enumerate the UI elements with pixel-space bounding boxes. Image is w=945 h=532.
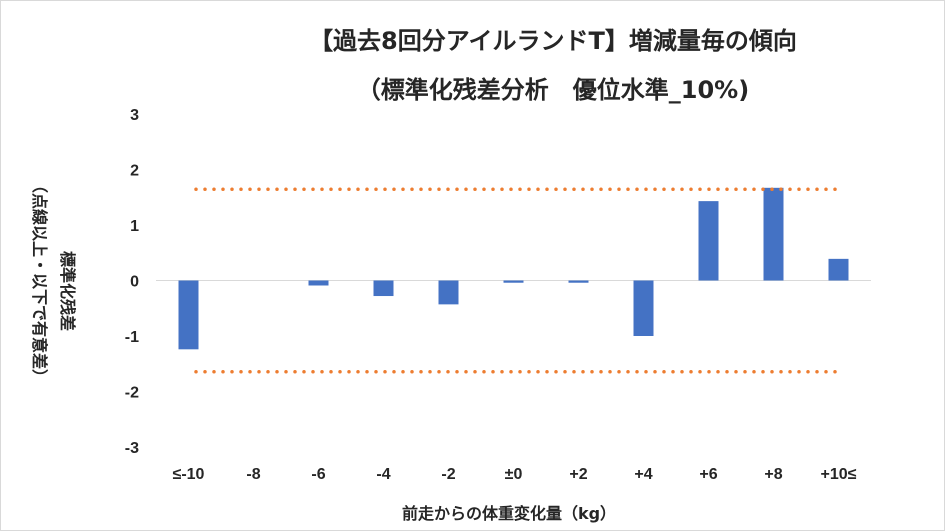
x-tick-label: -4 (376, 466, 390, 483)
bar-series (156, 187, 871, 350)
bar (633, 280, 654, 336)
x-tick-label: -6 (311, 466, 325, 483)
x-axis-title: 前走からの体重変化量（kg） (402, 504, 616, 523)
bar (698, 201, 719, 281)
x-tick-label: -2 (441, 466, 455, 483)
y-axis-subtitle: （点線以上・以下で有意差） (30, 177, 49, 385)
bar (503, 280, 524, 283)
x-tick-label: +10≤ (821, 466, 857, 483)
bar (373, 280, 394, 297)
x-tick-label: +6 (699, 466, 717, 483)
x-tick-labels: ≤-10 -8 -6 -4 -2 ±0 +2 +4 +6 +8 +10≤ (173, 466, 857, 483)
x-tick-label: +2 (569, 466, 587, 483)
y-tick-label: 0 (130, 274, 139, 291)
bar (438, 280, 459, 305)
x-tick-label: -8 (246, 466, 260, 483)
y-axis-title: 標準化残差 (58, 251, 77, 331)
bar (828, 258, 849, 281)
y-tick-label: -1 (125, 329, 139, 346)
y-tick-labels: -3 -2 -1 0 1 2 3 (125, 107, 139, 457)
threshold-lines (194, 187, 843, 374)
chart-title-line1: 【過去8回分アイルランドT】増減量毎の傾向 (309, 27, 797, 55)
y-tick-label: 3 (130, 107, 139, 124)
chart-title-line2: （標準化残差分析 優位水準_10%) (357, 76, 749, 104)
x-tick-label: ±0 (505, 466, 523, 483)
y-tick-label: 1 (130, 218, 139, 235)
y-tick-label: -3 (125, 440, 139, 457)
bar (308, 280, 329, 286)
bar (178, 280, 199, 350)
y-tick-label: -2 (125, 385, 139, 402)
x-tick-label: +4 (634, 466, 652, 483)
x-tick-label: +8 (764, 466, 782, 483)
x-tick-label: ≤-10 (173, 466, 205, 483)
bar (568, 280, 589, 283)
bar (763, 187, 784, 281)
y-tick-label: 2 (130, 163, 139, 180)
